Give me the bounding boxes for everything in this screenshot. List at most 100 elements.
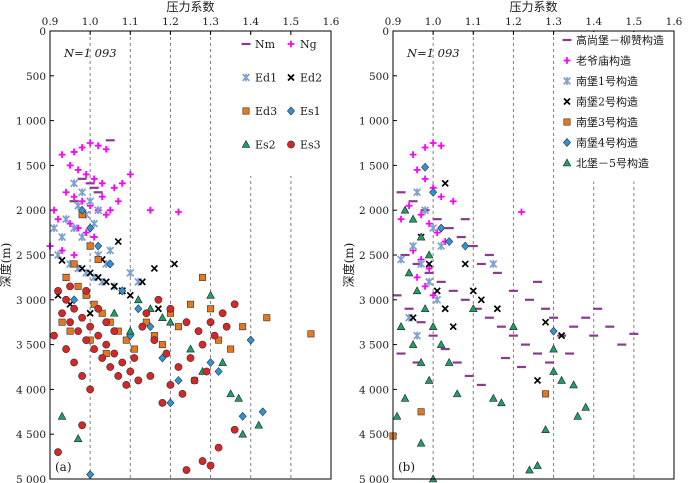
data-point [444, 357, 454, 366]
legend-label: Es2 [255, 139, 276, 152]
legend-item: 南堡2号构造 [563, 95, 638, 109]
data-point [130, 354, 139, 362]
data-point [218, 309, 227, 318]
data-point [549, 344, 558, 353]
data-point [62, 273, 70, 281]
data-point [78, 421, 87, 430]
data-point [404, 268, 414, 277]
data-point [94, 255, 102, 263]
data-point [106, 259, 115, 269]
data-point [66, 282, 74, 291]
plot-frame [392, 30, 675, 480]
data-point [125, 326, 135, 335]
legend-label: 老爷庙构造 [576, 54, 631, 68]
x-tick-label: 1.2 [505, 16, 522, 28]
data-point [86, 322, 95, 331]
data-point [174, 363, 183, 371]
data-point [573, 411, 582, 420]
data-point [215, 336, 223, 344]
data-point [54, 250, 63, 260]
legend-marker [562, 76, 572, 86]
data-point [138, 322, 147, 331]
data-point [238, 429, 247, 438]
series-2 [397, 188, 498, 340]
data-point [429, 139, 437, 147]
data-point [429, 187, 438, 197]
data-point [146, 206, 154, 214]
data-point [239, 323, 247, 331]
data-point [206, 318, 215, 327]
data-point [489, 259, 498, 268]
data-point [78, 372, 87, 380]
data-point [62, 345, 70, 353]
data-point [62, 215, 71, 224]
data-point [142, 318, 150, 326]
x-tick-label: 1.5 [626, 16, 643, 28]
legend-marker [286, 106, 296, 116]
data-point [78, 188, 87, 197]
data-point [468, 304, 478, 313]
data-point [433, 287, 441, 295]
series-5 [421, 162, 558, 336]
data-point [94, 273, 102, 282]
y-tick-label: 500 [26, 71, 46, 83]
legend-marker [287, 40, 295, 48]
data-point [425, 265, 433, 272]
y-tick-label: 2 000 [359, 205, 389, 217]
data-point [477, 296, 485, 304]
data-point [106, 363, 115, 371]
data-point [230, 425, 239, 434]
data-point [413, 331, 422, 340]
data-point [94, 304, 103, 313]
data-point [74, 224, 82, 232]
data-point [397, 215, 405, 223]
data-point [254, 420, 264, 429]
data-point [400, 393, 410, 402]
data-point [408, 214, 418, 223]
data-point [110, 282, 118, 290]
x-tick-label: 1.0 [425, 16, 442, 28]
y-tick-label: 3 000 [359, 295, 389, 307]
data-point [142, 309, 151, 318]
legend-item: Es1 [286, 105, 321, 118]
data-point [175, 208, 182, 216]
data-point [533, 460, 542, 469]
x-tick-label: 1.1 [122, 16, 139, 28]
data-point [182, 318, 191, 327]
legend-label: 南堡1号构造 [576, 74, 638, 88]
legend-marker [563, 118, 571, 126]
data-point [122, 336, 130, 344]
legend-marker [287, 73, 295, 82]
data-point [78, 264, 86, 273]
data-point [533, 376, 542, 385]
data-point [66, 327, 74, 335]
data-point [441, 305, 449, 313]
legend-label: Es1 [300, 105, 321, 118]
legend-marker [562, 158, 572, 167]
data-point [86, 139, 94, 147]
data-point [86, 197, 95, 206]
data-point [186, 344, 195, 353]
data-point [392, 411, 402, 420]
x-tick-label: 1.1 [465, 16, 482, 28]
data-point [109, 308, 119, 317]
data-point [86, 269, 94, 277]
x-axis-label: 压力系数 [166, 0, 214, 14]
legend-item: Ed2 [287, 72, 322, 85]
data-point [198, 340, 207, 349]
data-point [58, 247, 66, 254]
data-point [420, 304, 430, 313]
legend-label: 南堡4号构造 [576, 136, 638, 150]
data-point [408, 339, 418, 348]
x-tick-label: 1.4 [242, 16, 259, 28]
data-point [227, 345, 235, 353]
data-point [445, 237, 454, 247]
data-point [421, 162, 430, 172]
data-point [134, 304, 143, 314]
data-point [166, 317, 175, 326]
data-point [489, 393, 498, 402]
panel-b: 压力系数 0.9 1.0 1.1 1.2 1.3 1.4 1.5 1.6 0 500 1 000 1 5… [359, 0, 683, 483]
data-point [199, 273, 207, 281]
data-point [94, 331, 103, 340]
